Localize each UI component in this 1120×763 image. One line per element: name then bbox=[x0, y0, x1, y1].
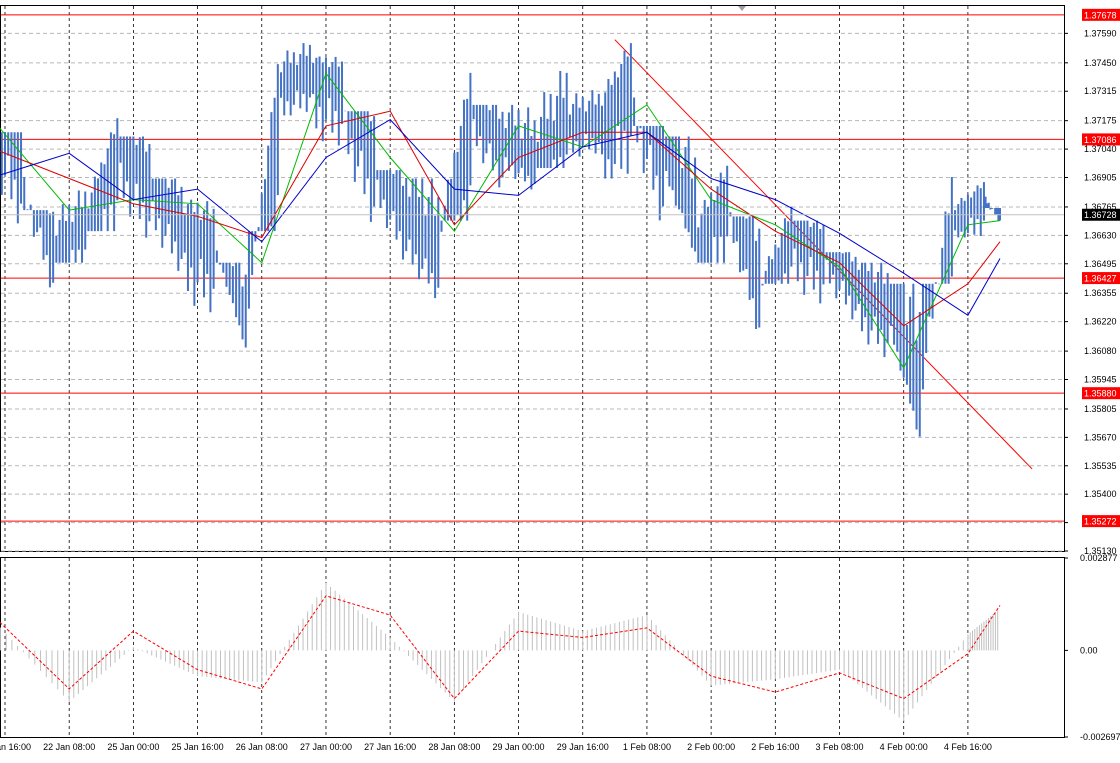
y-tick-label: 1.37040 bbox=[1084, 144, 1117, 154]
current-price-badge bbox=[1082, 208, 1120, 221]
x-tick-label: 25 Jan 16:00 bbox=[172, 742, 224, 752]
x-tick-label: 27 Jan 16:00 bbox=[364, 742, 416, 752]
x-tick-label: 29 Jan 00:00 bbox=[493, 742, 545, 752]
sub-y-tick-label: -0.002697 bbox=[1080, 732, 1120, 742]
y-tick-label: 1.36220 bbox=[1084, 317, 1117, 327]
x-tick-label: 21 Jan 16:00 bbox=[0, 742, 31, 752]
moving-average-line-3 bbox=[0, 118, 1001, 317]
y-tick-label: 1.35670 bbox=[1084, 432, 1117, 442]
x-tick-label: 4 Feb 00:00 bbox=[880, 742, 928, 752]
y-tick-label: 1.36080 bbox=[1084, 346, 1117, 356]
x-tick-label: 4 Feb 16:00 bbox=[944, 742, 992, 752]
x-tick-label: 22 Jan 08:00 bbox=[43, 742, 95, 752]
main-price-pane: 1.37590 1.37450 1.37315 1.37175 1.37040 1.369… bbox=[0, 5, 1120, 556]
y-tick-label: 1.37590 bbox=[1084, 28, 1117, 38]
level-badge bbox=[1082, 8, 1120, 21]
x-tick-label: 25 Jan 00:00 bbox=[107, 742, 159, 752]
x-tick-label: 2 Feb 00:00 bbox=[687, 742, 735, 752]
x-tick-label: 28 Jan 08:00 bbox=[428, 742, 480, 752]
level-label: 1.36427 bbox=[1084, 274, 1117, 284]
y-tick-label: 1.35945 bbox=[1084, 375, 1117, 385]
y-tick-label: 1.36905 bbox=[1084, 172, 1117, 182]
y-tick-label: 1.36495 bbox=[1084, 259, 1117, 269]
y-tick-label: 1.35535 bbox=[1084, 461, 1117, 471]
current-price-label: 1.36728 bbox=[1084, 210, 1117, 220]
sub-y-tick-label: 0.002877 bbox=[1080, 553, 1118, 563]
x-tick-label: 26 Jan 08:00 bbox=[236, 742, 288, 752]
level-badge bbox=[1082, 272, 1120, 285]
y-tick-label: 1.36765 bbox=[1084, 202, 1117, 212]
x-tick-label: 3 Feb 08:00 bbox=[815, 742, 863, 752]
level-badge bbox=[1082, 387, 1120, 400]
moving-average-line-1 bbox=[0, 72, 1001, 369]
level-label: 1.37678 bbox=[1084, 10, 1117, 20]
scroll-marker-icon bbox=[738, 6, 746, 11]
y-tick-label: 1.37315 bbox=[1084, 86, 1117, 96]
moving-average-line-2 bbox=[0, 110, 1001, 327]
y-tick-label: 1.36355 bbox=[1084, 288, 1117, 298]
level-label: 1.35272 bbox=[1084, 517, 1117, 527]
sub-y-tick-label: 0.00 bbox=[1080, 645, 1098, 655]
y-tick-label: 1.35400 bbox=[1084, 489, 1117, 499]
signal-line bbox=[0, 595, 1001, 700]
y-tick-label: 1.37175 bbox=[1084, 116, 1117, 126]
y-tick-label: 1.35805 bbox=[1084, 404, 1117, 414]
level-label: 1.37086 bbox=[1084, 135, 1117, 145]
y-tick-label: 1.37450 bbox=[1084, 58, 1117, 68]
x-tick-label: 2 Feb 16:00 bbox=[751, 742, 799, 752]
level-badge bbox=[1082, 133, 1120, 146]
x-tick-label: 27 Jan 00:00 bbox=[300, 742, 352, 752]
x-tick-label: 29 Jan 16:00 bbox=[557, 742, 609, 752]
x-tick-label: 1 Feb 08:00 bbox=[623, 742, 671, 752]
y-tick-label: 1.36630 bbox=[1084, 230, 1117, 240]
y-tick-label: 1.35130 bbox=[1084, 546, 1117, 556]
level-badge bbox=[1082, 515, 1120, 528]
level-label: 1.35880 bbox=[1084, 389, 1117, 399]
macd-pane: 0.002877 0.00 -0.002697 bbox=[0, 553, 1120, 742]
